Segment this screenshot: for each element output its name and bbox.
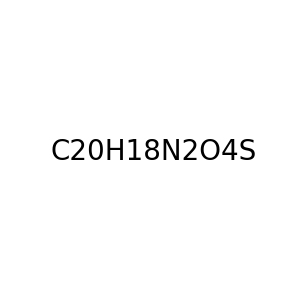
Text: C20H18N2O4S: C20H18N2O4S (51, 137, 257, 166)
